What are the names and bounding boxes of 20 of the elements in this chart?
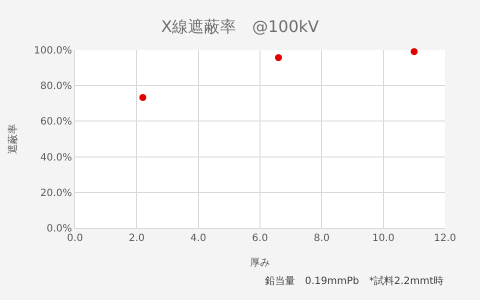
x-tick-label: 12.0 <box>434 233 456 244</box>
x-tick-label: 4.0 <box>190 233 206 244</box>
y-tick-label: 80.0% <box>40 81 72 92</box>
point <box>139 94 146 102</box>
y-tick-label: 0.0% <box>46 224 72 234</box>
x-tick-label: 0.0 <box>67 233 83 244</box>
x-tick-label: 8.0 <box>314 233 330 244</box>
text: 鉛当量 0.19mmPb *試料2.2mmt時 <box>265 275 444 287</box>
x-tick-label: 2.0 <box>128 233 145 244</box>
chart-title: X線遮蔽率 @100kV <box>161 17 319 36</box>
y-tick-label: 100.0% <box>34 46 72 56</box>
y-tick-label: 20.0% <box>40 188 72 199</box>
y-tick-label: 40.0% <box>40 152 72 164</box>
point <box>275 54 282 62</box>
x-tick-label: 10.0 <box>372 233 394 244</box>
x-axis-title: 厚み <box>250 258 270 268</box>
y-tick-label: 60.0% <box>40 116 72 128</box>
y-axis-title: 遮蔽率 <box>6 124 19 154</box>
x-tick-label: 6.0 <box>252 233 268 244</box>
point <box>410 48 418 56</box>
